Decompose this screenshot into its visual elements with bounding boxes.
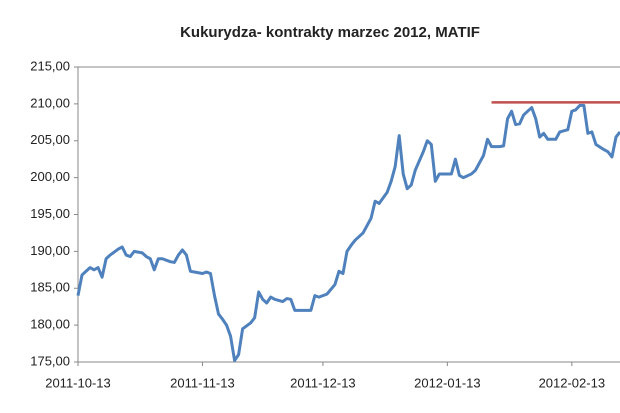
y-tick-label: 175,00: [30, 353, 70, 368]
y-tick-label: 195,00: [30, 206, 70, 221]
x-tick-label: 2011-10-13: [45, 375, 111, 390]
y-tick-label: 210,00: [30, 95, 70, 110]
data-line: [76, 103, 620, 363]
x-tick-label: 2011-11-13: [170, 375, 235, 390]
x-tick-label: 2012-02-13: [539, 375, 606, 390]
plot-area: [77, 66, 620, 363]
x-tick-label: 2012-01-13: [414, 375, 481, 390]
y-tick-label: 215,00: [30, 58, 70, 73]
y-tick-label: 200,00: [30, 169, 70, 184]
y-tick-label: 185,00: [30, 280, 70, 295]
x-tick-label: 2011-12-13: [290, 375, 356, 390]
y-tick-label: 180,00: [30, 317, 70, 332]
y-tick-label: 205,00: [30, 132, 70, 147]
chart-title: Kukurydza- kontrakty marzec 2012, MATIF: [180, 24, 480, 41]
y-tick-label: 190,00: [30, 243, 70, 258]
